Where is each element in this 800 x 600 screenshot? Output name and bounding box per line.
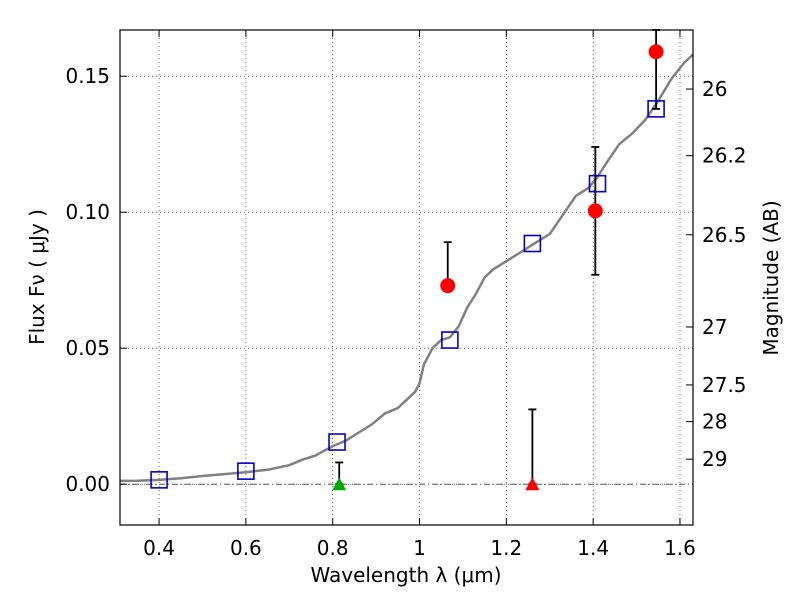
x-tick-label: 1.6: [664, 536, 696, 560]
model-square: [441, 331, 459, 349]
detection-points: [440, 44, 664, 294]
detection-point: [587, 203, 603, 219]
model-square: [647, 100, 665, 118]
x-axis-label: Wavelength λ (μm): [310, 563, 501, 587]
y2-axis-ticks: 26 26.2 26.5 27 27.5 28 29: [686, 77, 747, 471]
model-square: [523, 234, 542, 253]
model-photometry-points: [150, 100, 665, 489]
y2-tick-label: 27.5: [702, 373, 747, 397]
y-axis-ticks: 0.00 0.05 0.10 0.15: [65, 64, 127, 496]
gridlines: [120, 30, 693, 525]
x-tick-label: 0.8: [317, 536, 349, 560]
y2-tick-label: 26.5: [702, 223, 747, 247]
x-tick-label: 0.4: [143, 536, 175, 560]
y-tick-label: 0.05: [65, 336, 110, 360]
y-tick-label: 0.15: [65, 64, 110, 88]
template-spectrum-line: [119, 53, 694, 483]
upper-limit-markers: [332, 477, 540, 491]
y2-tick-label: 29: [702, 447, 727, 471]
y-axis-label: Flux Fν ( μJy ): [25, 209, 49, 345]
y2-tick-label: 26.2: [702, 144, 747, 168]
plot-frame: [119, 29, 694, 526]
model-square: [328, 433, 346, 451]
detection-point: [440, 278, 456, 294]
x-tick-label: 0.6: [230, 536, 262, 560]
upper-limit-triangle: [332, 477, 347, 491]
y-tick-label: 0.00: [65, 472, 110, 496]
model-square: [150, 471, 168, 489]
detection-point: [648, 44, 664, 60]
x-tick-label: 1.2: [490, 536, 522, 560]
y-tick-label: 0.10: [65, 200, 110, 224]
x-tick-label: 1.4: [577, 536, 609, 560]
model-square: [588, 174, 607, 193]
plot-area: [120, 30, 693, 525]
x-tick-label: 1: [413, 536, 426, 560]
upper-limit-triangle: [525, 477, 540, 491]
model-square: [237, 462, 255, 480]
y2-tick-label: 26: [702, 77, 727, 101]
y2-axis-label: Magnitude (AB): [759, 200, 783, 355]
y2-tick-label: 28: [702, 410, 727, 434]
y2-tick-label: 27: [702, 315, 727, 339]
x-axis-ticks: 0.4 0.6 0.8 1 1.2 1.4 1.6: [143, 30, 696, 560]
